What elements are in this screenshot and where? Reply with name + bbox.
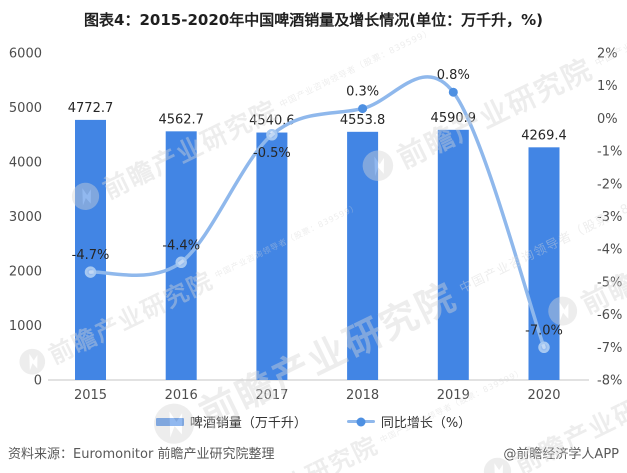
bar-value-label: 4553.8 (340, 113, 386, 128)
line-point-2015 (84, 266, 97, 278)
bar-series-swatch-icon (155, 417, 184, 426)
growth-value-label: -0.5% (253, 146, 291, 161)
left-axis-tick: 6000 (9, 47, 42, 62)
x-axis-label-2017: 2017 (255, 388, 288, 403)
left-axis-tick: 3000 (9, 210, 42, 225)
x-axis-label-2016: 2016 (165, 388, 198, 403)
line-point-2017 (266, 129, 278, 141)
legend: 啤酒销量（万千升） 同比增长（%） (0, 412, 627, 431)
chart-title: 图表4：2015-2020年中国啤酒销量及增长情况(单位：万千升，%) (84, 11, 543, 29)
legend-line-label: 同比增长（%） (380, 416, 472, 431)
line-point-2018 (358, 104, 368, 114)
bar-2017 (256, 132, 288, 380)
x-axis-label-2015: 2015 (74, 388, 107, 403)
right-axis-tick: 0% (597, 112, 618, 127)
right-axis-tick: -8% (597, 374, 622, 389)
growth-value-label: -4.7% (72, 248, 110, 263)
left-axis-tick: 2000 (9, 265, 42, 280)
x-axis-label-2018: 2018 (346, 388, 379, 403)
line-point-2016 (175, 256, 187, 269)
right-axis-tick: 1% (597, 79, 618, 94)
right-axis-tick: -7% (597, 341, 622, 356)
source-text: 资料来源：Euromonitor 前瞻产业研究院整理 (8, 447, 275, 462)
bar-value-label: 4772.7 (68, 101, 114, 116)
legend-bar-label: 啤酒销量（万千升） (189, 416, 307, 431)
bar-2020 (528, 147, 560, 380)
line-marker-icon (356, 417, 366, 426)
right-axis-tick: -5% (597, 275, 622, 290)
bar-value-label: 4562.7 (158, 112, 204, 127)
bar-2018 (347, 131, 379, 380)
right-axis-tick: 2% (597, 47, 618, 62)
right-axis-tick: -3% (597, 210, 622, 225)
right-axis-tick: -1% (597, 145, 622, 160)
right-axis-tick: -4% (597, 243, 622, 258)
growth-value-label: 0.8% (437, 68, 470, 83)
left-axis-tick: 0 (34, 374, 42, 389)
bar-value-label: 4269.4 (521, 128, 567, 143)
footer: 资料来源：Euromonitor 前瞻产业研究院整理 @前瞻经济学人APP (8, 443, 619, 462)
growth-value-label: 0.3% (346, 85, 379, 100)
line-point-2020 (538, 341, 550, 354)
growth-line (88, 75, 546, 350)
growth-value-label: -7.0% (525, 323, 563, 338)
line-series-swatch-icon (346, 417, 375, 426)
legend-item-bar: 啤酒销量（万千升） (155, 412, 307, 431)
line-point-2019 (448, 87, 458, 97)
bar-2019 (437, 129, 469, 380)
x-axis-label-2019: 2019 (437, 388, 470, 403)
left-axis-tick: 1000 (9, 319, 42, 334)
left-axis-tick: 4000 (9, 156, 42, 171)
x-axis-label-2020: 2020 (527, 388, 560, 403)
right-axis-tick: -2% (597, 177, 622, 192)
growth-value-label: -4.4% (162, 238, 200, 253)
left-axis-tick: 5000 (9, 101, 42, 116)
brand-text: @前瞻经济学人APP (503, 447, 619, 462)
bar-2016 (165, 131, 197, 380)
legend-item-line: 同比增长（%） (346, 412, 472, 431)
right-axis-tick: -6% (597, 308, 622, 323)
bar-2015 (75, 119, 106, 380)
bar-value-label: 4540.6 (249, 114, 295, 129)
